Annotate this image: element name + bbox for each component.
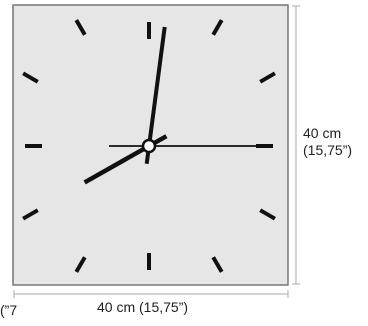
hour-tick-eight [22, 208, 39, 221]
hour-tick-one [211, 19, 224, 36]
hour-tick-two [259, 71, 276, 84]
depth-dimension-label-partial: 7”) [0, 302, 18, 318]
height-dimension-imperial: (15,75”) [303, 142, 353, 158]
width-dimension-label: 40 cm (15,75”) [97, 299, 189, 315]
center-pivot [141, 138, 157, 154]
hour-tick-five [211, 256, 224, 273]
height-dimension-value: 40 cm [303, 125, 342, 141]
hour-tick-four [259, 208, 276, 221]
hour-tick-seven [74, 256, 87, 273]
hour-ticks [22, 19, 276, 273]
height-dimension-label: 40 cm (15,75”) [303, 125, 352, 159]
hour-tick-eleven [74, 19, 87, 36]
hour-tick-ten [22, 71, 39, 84]
